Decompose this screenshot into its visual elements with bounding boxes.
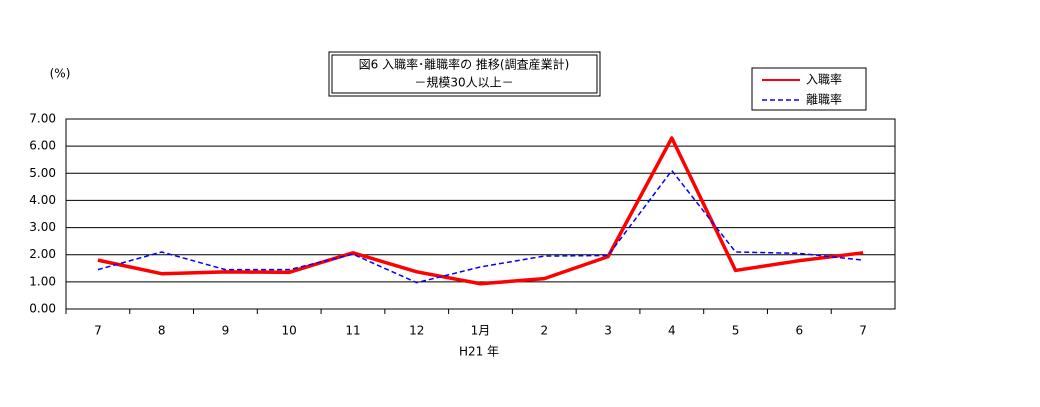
x-tick-label: 2 bbox=[540, 324, 548, 338]
x-tick-label: 8 bbox=[158, 324, 166, 338]
y-tick-label: 2.00 bbox=[29, 247, 56, 261]
x-axis-label: H21 年 bbox=[459, 345, 499, 359]
x-tick-label: 5 bbox=[732, 324, 740, 338]
x-tick-label: 11 bbox=[345, 324, 360, 338]
y-tick-label: 5.00 bbox=[29, 166, 56, 180]
plot-frame bbox=[65, 118, 896, 310]
x-tick-label: 4 bbox=[668, 324, 676, 338]
title-box-inner bbox=[331, 54, 598, 94]
y-axis-label: (%) bbox=[50, 67, 71, 81]
y-tick-label: 6.00 bbox=[29, 139, 56, 153]
chart-title: 図6 入職率･離職率の 推移(調査産業計) bbox=[359, 57, 570, 72]
legend-label: 入職率 bbox=[806, 72, 842, 87]
legend-label: 離職率 bbox=[806, 92, 842, 107]
x-tick-label: 12 bbox=[409, 324, 424, 338]
x-tick-label: 3 bbox=[604, 324, 612, 338]
x-tick-label: 7 bbox=[94, 324, 102, 338]
x-tick-label: 1月 bbox=[471, 324, 491, 338]
y-tick-label: 4.00 bbox=[29, 193, 56, 207]
y-tick-label: 1.00 bbox=[29, 274, 56, 288]
x-tick-label: 7 bbox=[859, 324, 867, 338]
y-tick-label: 3.00 bbox=[29, 220, 56, 234]
x-tick-label: 6 bbox=[796, 324, 804, 338]
chart-subtitle: －規模30人以上－ bbox=[414, 75, 513, 90]
series-line bbox=[97, 169, 864, 284]
x-tick-label: 9 bbox=[222, 324, 230, 338]
legend-box bbox=[751, 67, 867, 111]
title-box bbox=[328, 51, 601, 97]
x-tick-label: 10 bbox=[282, 324, 297, 338]
series-line bbox=[97, 136, 864, 286]
y-tick-label: 7.00 bbox=[29, 112, 56, 126]
y-tick-label: 0.00 bbox=[29, 302, 56, 316]
